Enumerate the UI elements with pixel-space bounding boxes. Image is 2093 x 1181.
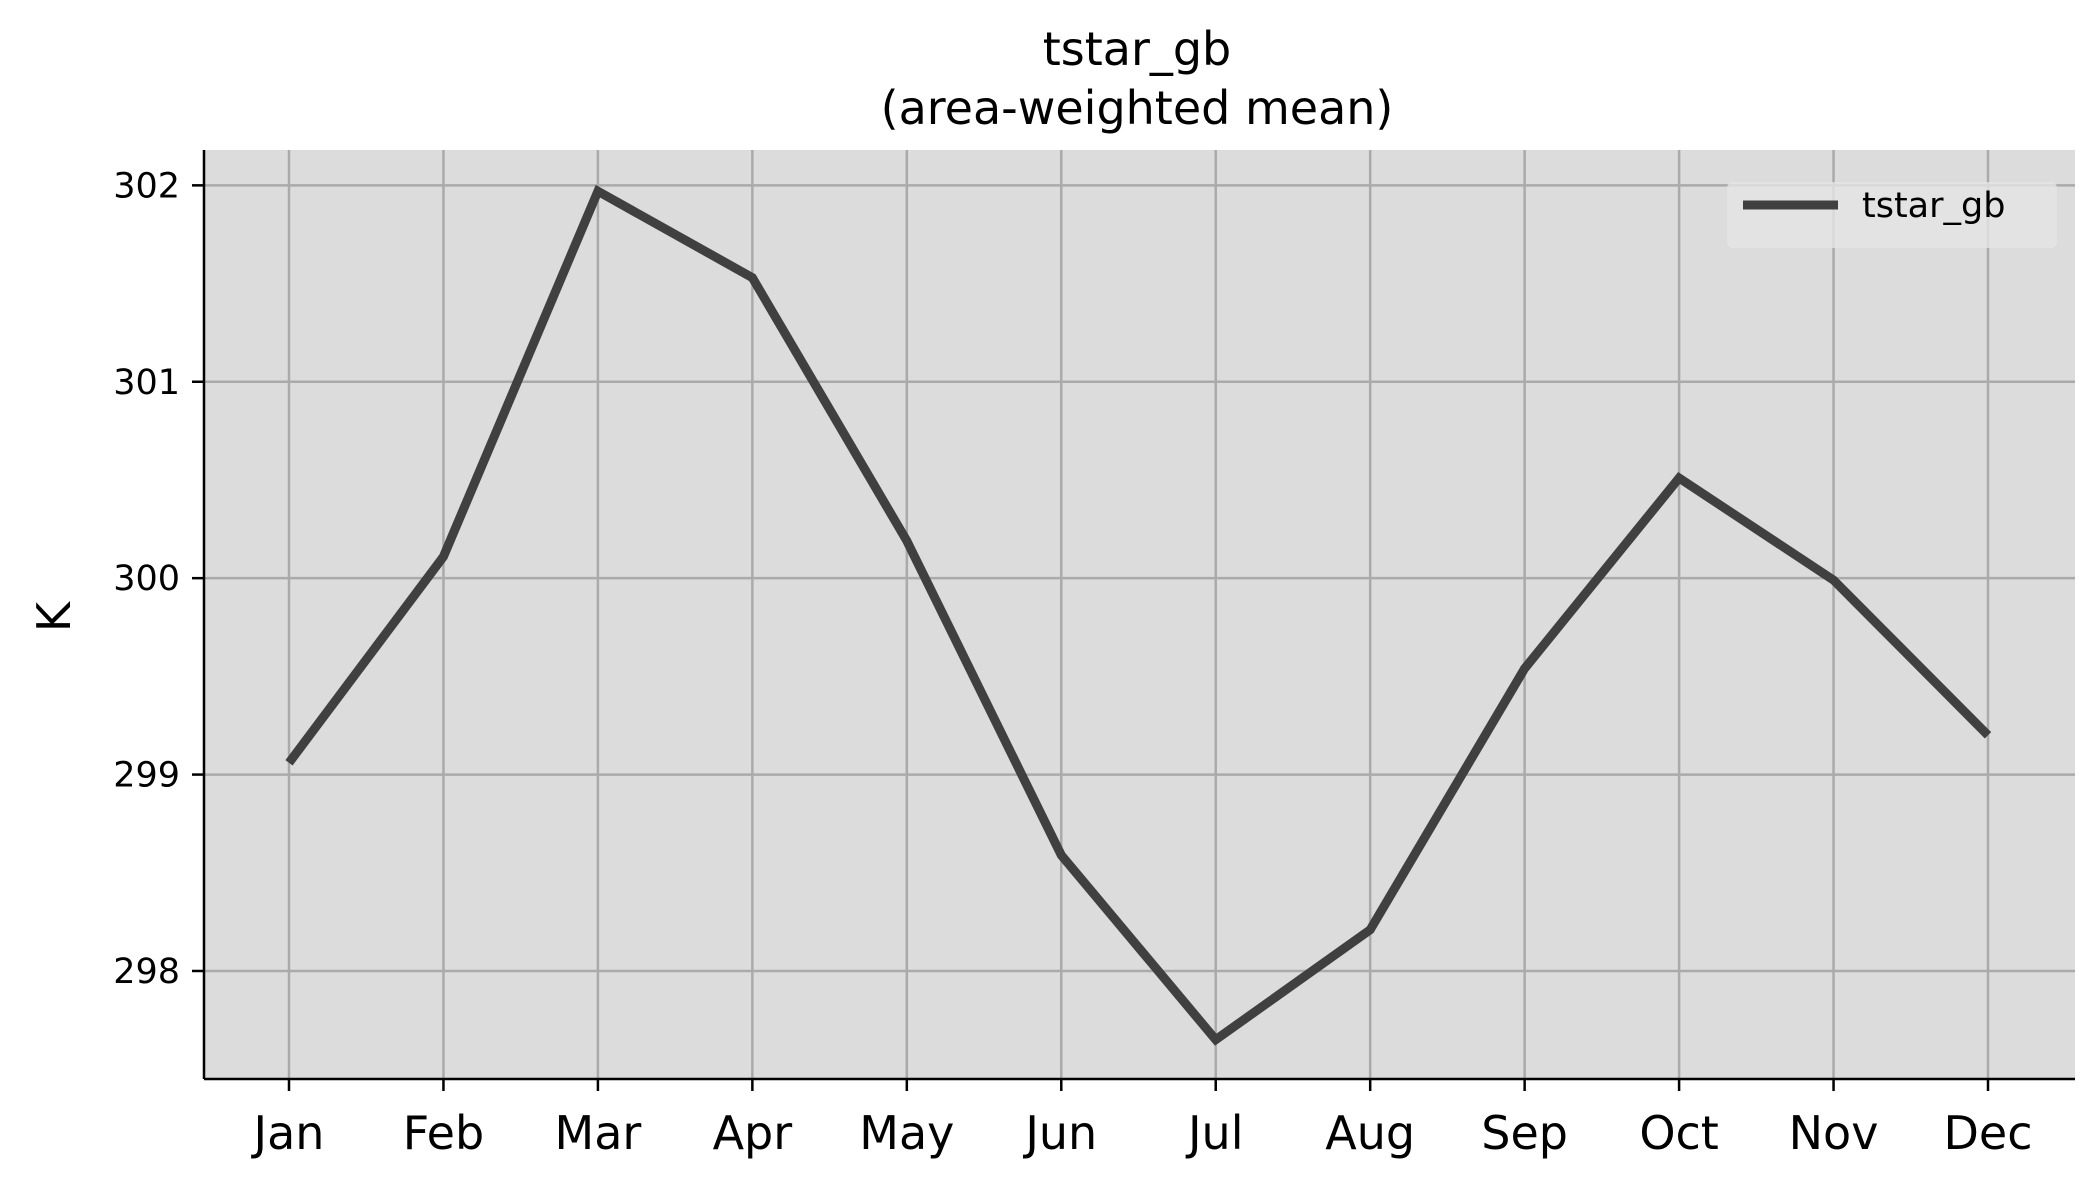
- legend: tstar_gb: [1727, 182, 2057, 248]
- plot-area: [204, 150, 2075, 1079]
- chart-title: tstar_gb: [1043, 22, 1232, 76]
- axes-spines: [202, 150, 2075, 1081]
- x-tick-label: Mar: [555, 1106, 642, 1160]
- x-tick-label: Dec: [1943, 1106, 2032, 1160]
- y-axis-ticks: 298 299 300 301 302: [113, 166, 204, 992]
- x-tick-label: Jan: [251, 1106, 325, 1160]
- y-tick-label: 298: [113, 952, 180, 992]
- x-tick-label: Jun: [1022, 1106, 1097, 1160]
- x-tick-label: Aug: [1325, 1106, 1415, 1160]
- x-tick-label: Jul: [1185, 1106, 1244, 1160]
- y-axis-label: K: [27, 600, 81, 632]
- legend-label: tstar_gb: [1862, 186, 2005, 226]
- y-tick-label: 301: [113, 363, 180, 403]
- x-axis-ticks: Jan Feb Mar Apr May Jun Jul Aug Sep Oct Nov Dec: [251, 1079, 2033, 1160]
- x-tick-label: May: [859, 1106, 954, 1160]
- x-tick-label: Apr: [713, 1106, 793, 1160]
- series-line: [285, 184, 1992, 1046]
- legend-box: [1727, 182, 2057, 248]
- x-tick-label: Oct: [1639, 1106, 1719, 1160]
- chart-subtitle: (area-weighted mean): [881, 81, 1394, 135]
- x-tick-label: Sep: [1481, 1106, 1568, 1160]
- y-tick-label: 300: [113, 559, 180, 599]
- series-layer: [285, 184, 1992, 1046]
- y-tick-label: 299: [113, 756, 180, 796]
- x-tick-label: Feb: [403, 1106, 484, 1160]
- y-tick-label: 302: [113, 166, 180, 206]
- x-tick-label: Nov: [1789, 1106, 1879, 1160]
